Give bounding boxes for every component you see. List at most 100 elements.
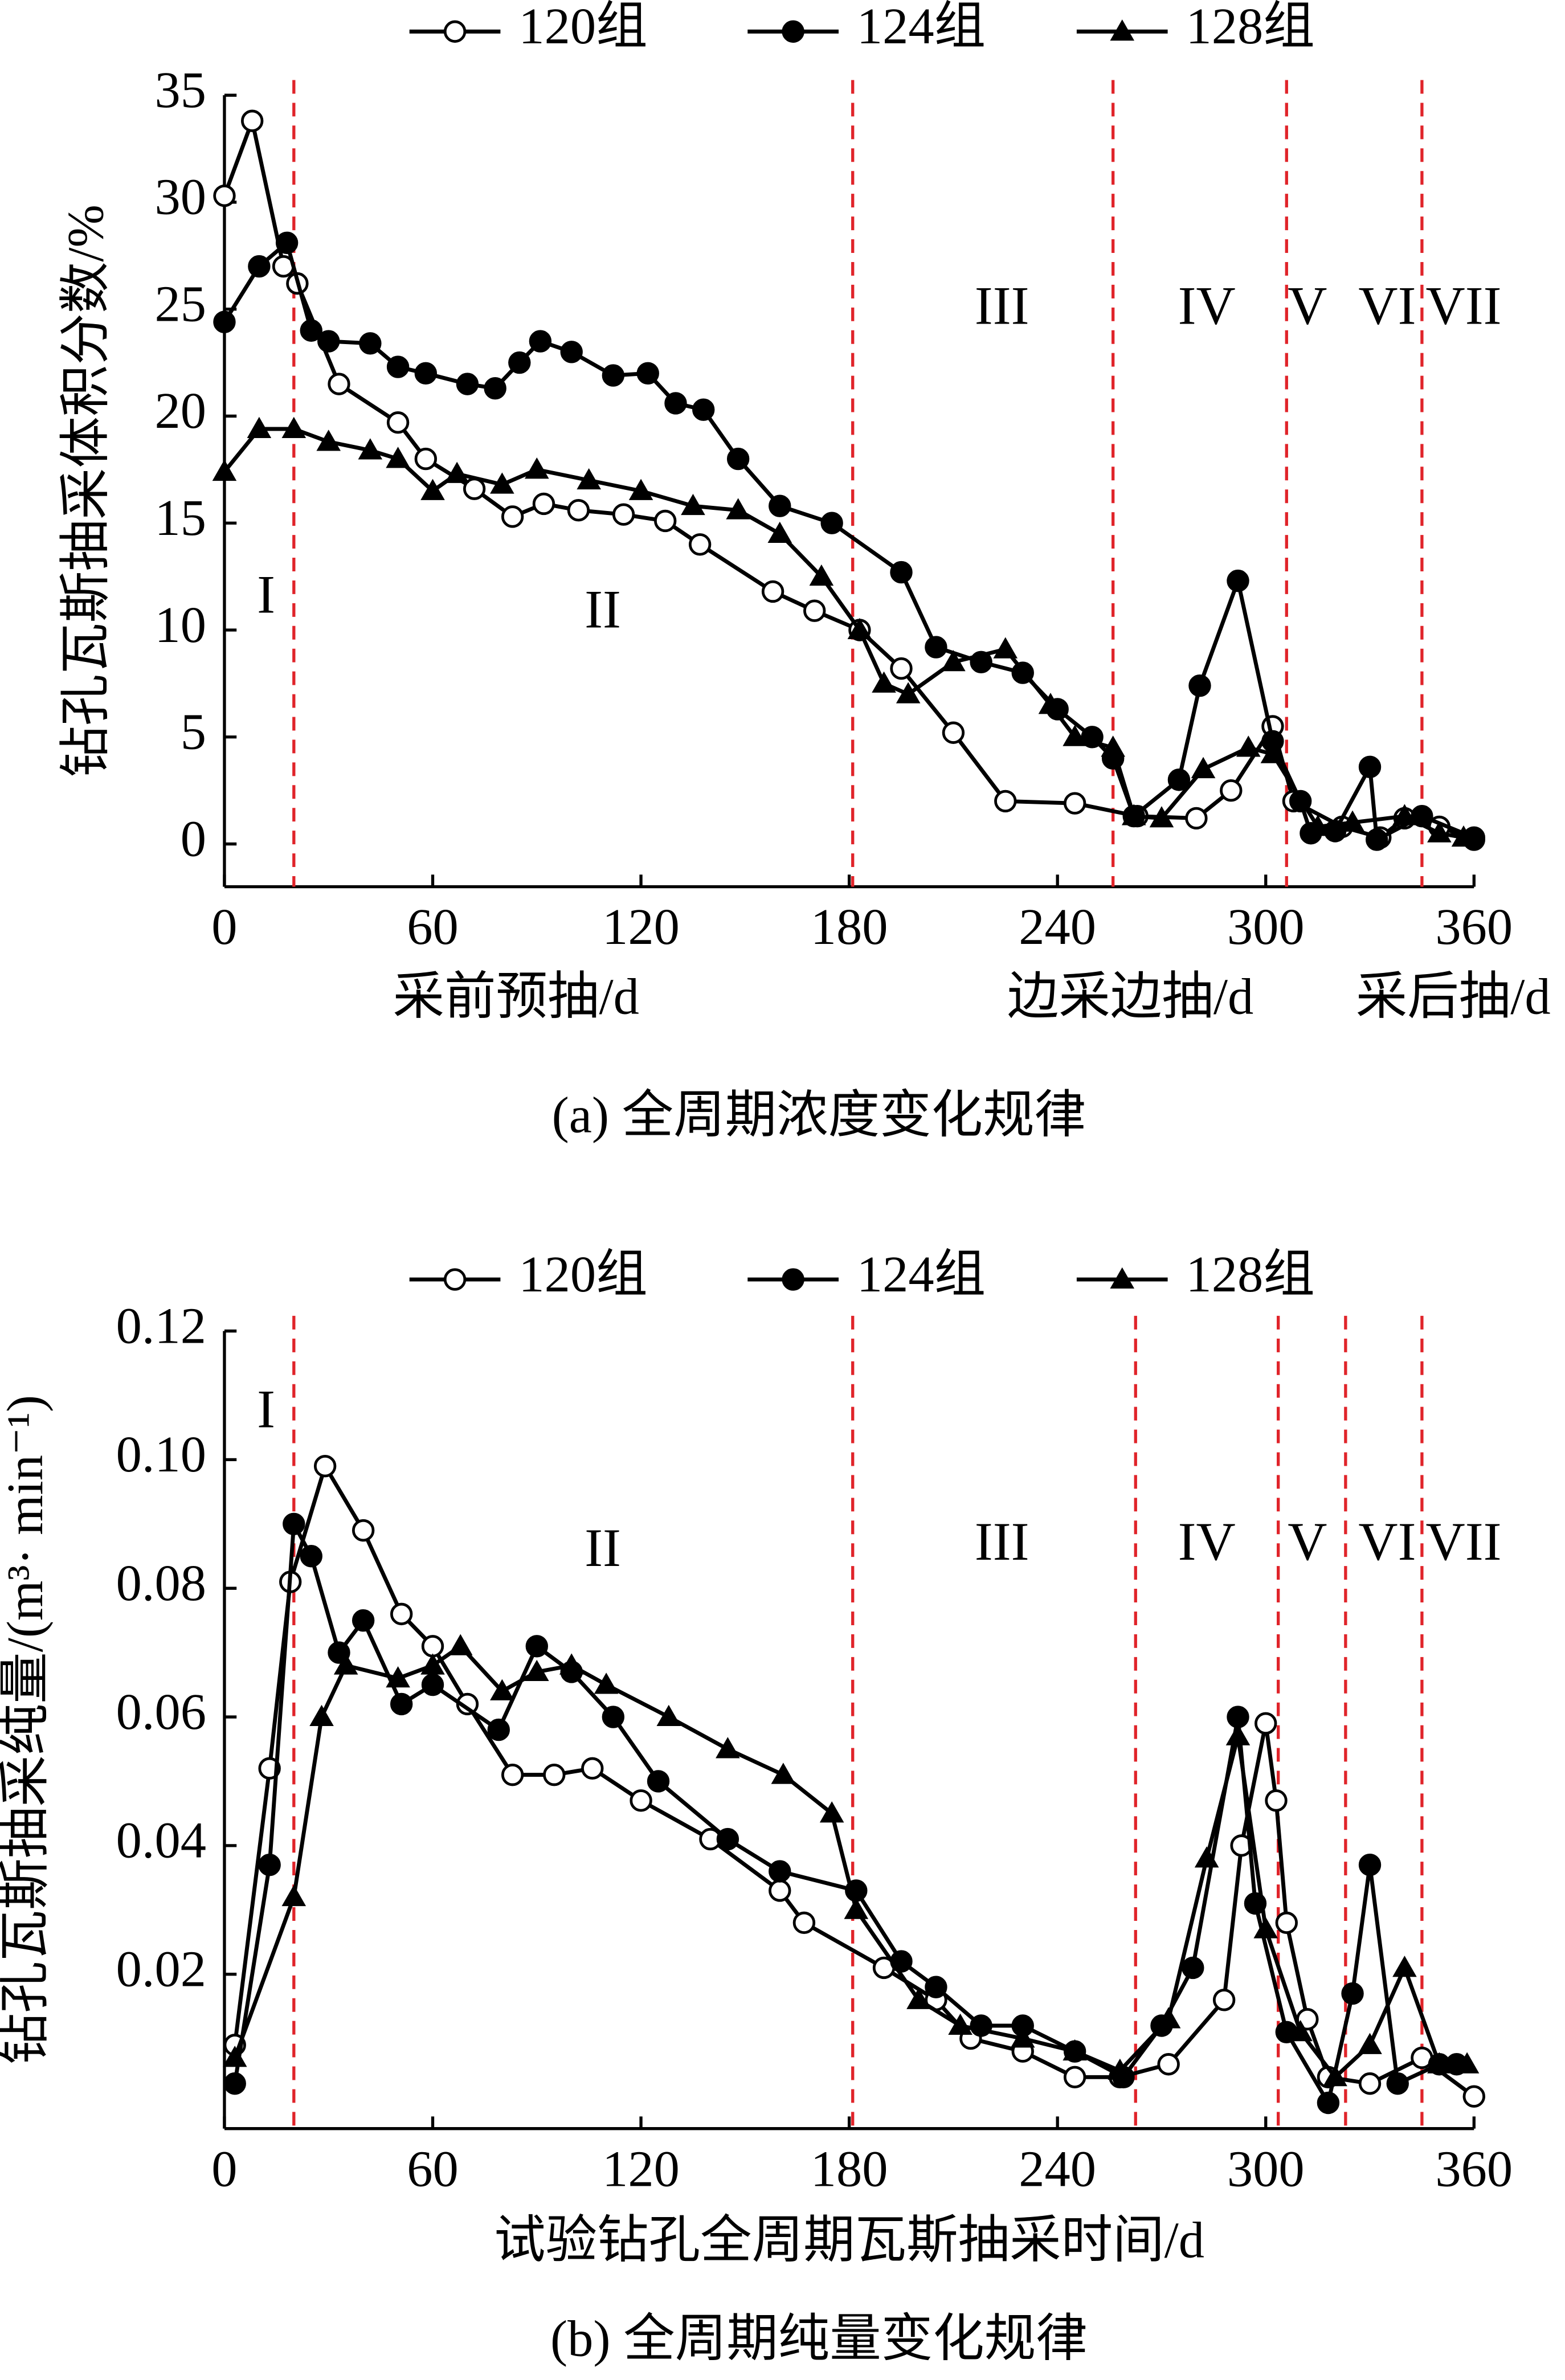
- marker: [490, 472, 514, 494]
- marker: [1317, 2091, 1340, 2115]
- y-tick-label: 25: [155, 275, 207, 332]
- x-tick-label: 60: [407, 898, 459, 955]
- phase-label: V: [1288, 275, 1327, 336]
- marker: [769, 494, 791, 517]
- marker: [872, 671, 896, 693]
- phase-label: IV: [1178, 275, 1236, 336]
- legend-marker: [782, 20, 804, 43]
- marker: [524, 1659, 549, 1681]
- y-tick-label: 0: [181, 809, 206, 867]
- phase-label: II: [585, 579, 621, 640]
- y-tick-label: 0.12: [116, 1297, 206, 1354]
- marker: [1191, 756, 1216, 779]
- marker: [594, 1672, 619, 1694]
- marker: [1101, 735, 1125, 757]
- marker: [769, 1860, 791, 1883]
- phase-label: VI: [1358, 275, 1416, 336]
- y-tick-label: 20: [155, 382, 207, 439]
- y-tick-label: 0.08: [116, 1554, 206, 1612]
- marker: [420, 479, 445, 500]
- marker: [792, 1911, 816, 1935]
- y-tick-label: 0.02: [116, 1940, 206, 1997]
- marker: [414, 447, 438, 471]
- marker: [647, 1770, 670, 1793]
- marker: [803, 599, 826, 622]
- marker: [1010, 2026, 1035, 2048]
- marker: [681, 493, 705, 516]
- marker: [529, 330, 552, 353]
- marker: [942, 721, 965, 744]
- x-tick-label: 180: [811, 898, 888, 955]
- marker: [1427, 2052, 1452, 2074]
- marker: [890, 561, 913, 584]
- marker: [726, 447, 750, 471]
- x-tick-label: 360: [1435, 898, 1513, 955]
- legend-label: 128组: [1186, 1245, 1315, 1303]
- marker: [317, 330, 340, 353]
- marker: [948, 2013, 972, 2035]
- x-tick-label: 0: [211, 2140, 237, 2197]
- marker: [1366, 828, 1388, 851]
- marker: [1038, 693, 1063, 714]
- x-tick-label: 60: [407, 2140, 459, 2197]
- marker: [300, 319, 322, 342]
- marker: [532, 492, 555, 516]
- marker: [456, 373, 479, 395]
- marker: [890, 657, 913, 680]
- marker: [501, 505, 524, 528]
- marker: [654, 509, 677, 533]
- marker: [1275, 1911, 1298, 1935]
- marker: [420, 1653, 445, 1675]
- marker: [612, 503, 635, 526]
- legend-label: 120组: [518, 0, 647, 55]
- marker: [716, 1827, 739, 1851]
- legend-marker: [1110, 19, 1135, 41]
- marker: [716, 1737, 740, 1759]
- phase-label: I: [257, 564, 275, 624]
- marker: [819, 1801, 844, 1823]
- phase-label: I: [257, 1379, 275, 1439]
- marker: [309, 1704, 334, 1726]
- y-tick-label: 0.10: [116, 1425, 206, 1483]
- marker: [636, 362, 659, 385]
- marker: [283, 1512, 305, 1535]
- marker: [1358, 2072, 1382, 2095]
- marker: [501, 1763, 524, 1786]
- marker: [258, 1854, 281, 1876]
- legend-marker: [1110, 1267, 1135, 1289]
- marker: [212, 459, 237, 481]
- marker: [993, 637, 1018, 659]
- marker: [448, 1634, 473, 1655]
- marker: [1340, 810, 1365, 832]
- caption: (b) 全周期纯量变化规律: [550, 2309, 1088, 2367]
- x-tick-label: 120: [602, 898, 680, 955]
- marker: [1451, 825, 1476, 847]
- marker: [508, 351, 531, 374]
- marker: [602, 364, 625, 387]
- marker: [994, 790, 1017, 813]
- marker: [577, 468, 601, 490]
- marker: [809, 564, 834, 586]
- x-axis-label: 采前预抽/d: [393, 968, 639, 1025]
- marker: [1288, 2020, 1313, 2042]
- marker: [771, 1762, 796, 1784]
- marker: [1386, 2072, 1409, 2095]
- y-axis-label: 钻孔瓦斯抽采体积分数/%: [56, 205, 114, 778]
- x-axis-label: 边采边抽/d: [1007, 968, 1253, 1025]
- marker: [1149, 806, 1174, 828]
- phase-label: IV: [1178, 1511, 1236, 1572]
- y-tick-label: 10: [155, 596, 207, 653]
- marker: [313, 1454, 337, 1478]
- marker: [1323, 2065, 1347, 2087]
- x-tick-label: 240: [1019, 2140, 1096, 2197]
- marker: [1182, 1956, 1204, 1980]
- marker: [421, 1673, 444, 1696]
- marker: [630, 1789, 652, 1812]
- marker: [1236, 735, 1261, 757]
- marker: [1255, 1712, 1277, 1735]
- marker: [359, 332, 382, 355]
- marker: [896, 682, 921, 704]
- marker: [1392, 1956, 1417, 1977]
